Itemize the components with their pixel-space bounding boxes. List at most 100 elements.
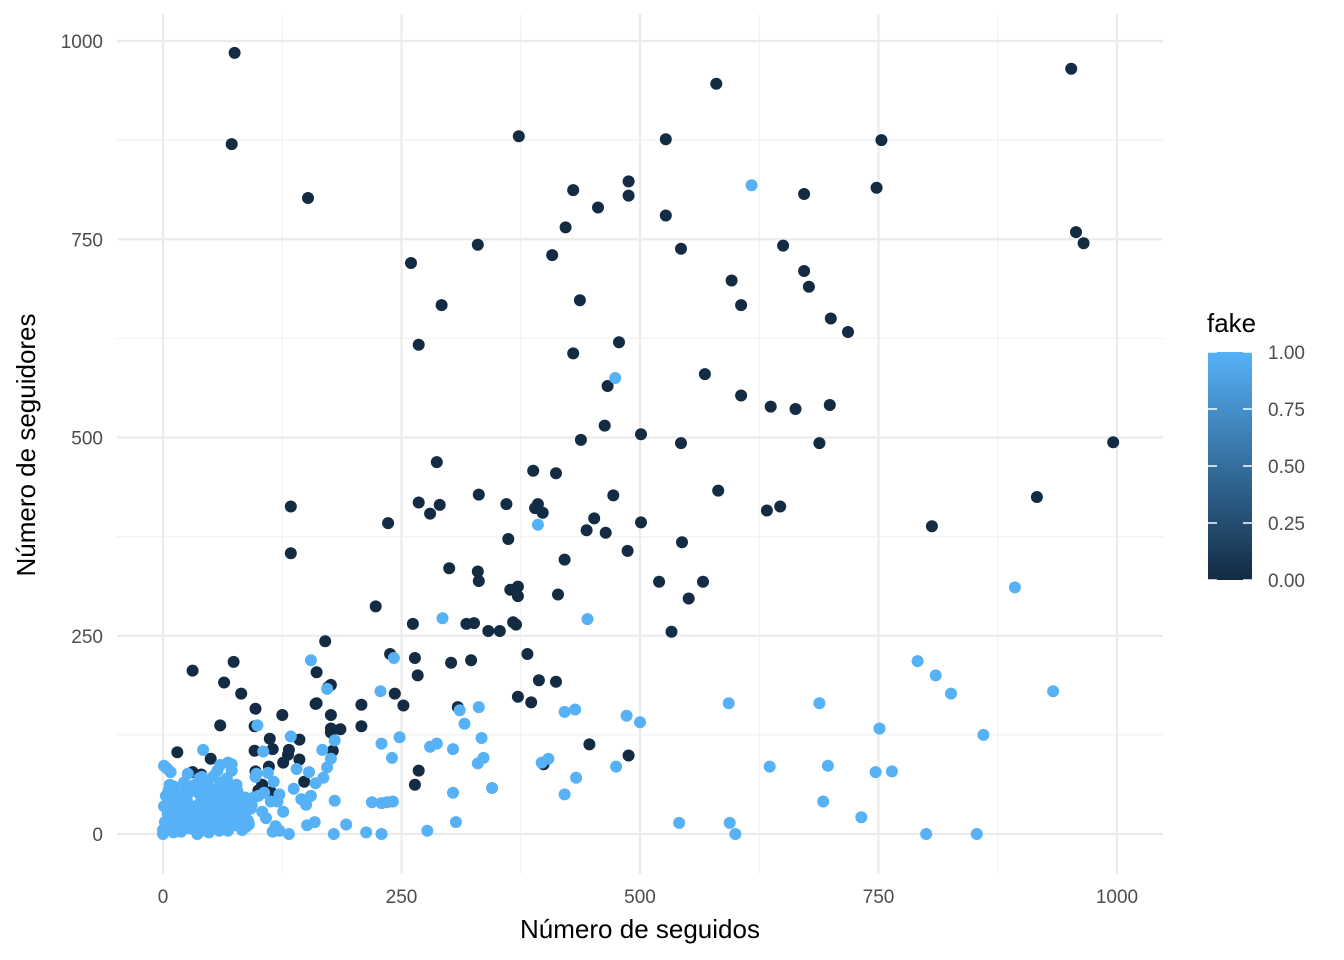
point-real bbox=[559, 221, 572, 234]
point-real bbox=[607, 489, 620, 502]
point-real bbox=[276, 709, 289, 721]
point-fake bbox=[421, 824, 434, 837]
point-fake bbox=[673, 816, 686, 829]
point-real bbox=[249, 702, 262, 715]
point-fake bbox=[256, 805, 269, 818]
point-fake bbox=[165, 822, 178, 835]
point-real bbox=[588, 512, 601, 525]
point-real bbox=[500, 498, 513, 511]
point-fake bbox=[374, 685, 387, 698]
point-real bbox=[798, 188, 811, 200]
y-tick-label: 0 bbox=[92, 825, 103, 846]
point-real bbox=[682, 592, 695, 605]
point-fake bbox=[722, 697, 735, 710]
x-tick-label: 1000 bbox=[1096, 887, 1138, 908]
point-real bbox=[465, 654, 478, 667]
point-real bbox=[355, 698, 368, 711]
y-tick-label: 500 bbox=[71, 429, 103, 450]
point-fake bbox=[977, 728, 990, 741]
point-fake bbox=[269, 820, 282, 833]
point-real bbox=[227, 655, 240, 668]
point-fake bbox=[535, 756, 548, 769]
point-real bbox=[186, 664, 199, 677]
point-fake bbox=[869, 766, 882, 779]
point-real bbox=[369, 600, 382, 613]
colorbar-ticks: 0.00 0.25 0.50 0.75 1.00 bbox=[1208, 343, 1305, 592]
point-fake bbox=[196, 770, 209, 783]
point-fake bbox=[309, 777, 322, 790]
y-axis-title: Número de seguidores bbox=[11, 313, 41, 576]
point-fake bbox=[237, 801, 250, 814]
point-real bbox=[760, 504, 773, 517]
point-real bbox=[621, 544, 634, 557]
point-fake bbox=[424, 740, 437, 753]
point-fake bbox=[250, 767, 263, 780]
point-real bbox=[324, 709, 337, 721]
point-fake bbox=[211, 764, 224, 777]
point-fake bbox=[873, 722, 886, 735]
point-real bbox=[397, 699, 410, 712]
point-real bbox=[405, 257, 417, 269]
point-real bbox=[309, 697, 322, 710]
point-fake bbox=[471, 757, 484, 770]
point-fake bbox=[327, 828, 340, 840]
point-fake bbox=[558, 788, 571, 801]
point-real bbox=[710, 77, 723, 90]
point-real bbox=[225, 138, 238, 151]
point-fake bbox=[182, 805, 195, 817]
point-real bbox=[601, 380, 614, 392]
point-real bbox=[525, 696, 538, 709]
point-real bbox=[511, 590, 524, 603]
point-fake bbox=[188, 778, 201, 791]
point-fake bbox=[855, 811, 868, 824]
x-tick-label: 500 bbox=[624, 887, 656, 908]
point-real bbox=[598, 419, 611, 432]
point-fake bbox=[295, 793, 308, 806]
point-fake bbox=[258, 786, 271, 799]
point-real bbox=[430, 456, 443, 469]
point-fake bbox=[945, 687, 957, 700]
point-fake bbox=[220, 822, 233, 835]
point-real bbox=[599, 526, 612, 539]
point-real bbox=[408, 652, 421, 664]
point-fake bbox=[287, 782, 300, 795]
point-real bbox=[529, 502, 542, 515]
point-real bbox=[412, 496, 425, 509]
point-real bbox=[824, 312, 837, 325]
point-real bbox=[228, 46, 241, 59]
point-real bbox=[870, 181, 883, 194]
colorbar-tick-label: 0.25 bbox=[1268, 514, 1305, 535]
point-real bbox=[235, 687, 248, 700]
point-fake bbox=[375, 828, 388, 840]
x-axis-title: Número de seguidos bbox=[520, 914, 760, 944]
point-fake bbox=[1047, 685, 1060, 698]
y-axis-ticks: 0 250 500 750 1000 bbox=[61, 32, 103, 846]
point-real bbox=[334, 723, 347, 736]
point-fake bbox=[162, 790, 175, 803]
point-fake bbox=[267, 775, 280, 788]
point-fake bbox=[158, 800, 170, 813]
point-real bbox=[802, 280, 815, 293]
point-fake bbox=[321, 682, 334, 695]
point-fake bbox=[284, 730, 297, 743]
point-real bbox=[573, 294, 586, 307]
point-real bbox=[567, 347, 580, 360]
point-fake bbox=[763, 760, 776, 773]
point-real bbox=[171, 746, 184, 759]
point-fake bbox=[569, 703, 582, 716]
point-real bbox=[310, 666, 323, 679]
point-fake bbox=[197, 743, 210, 756]
point-fake bbox=[929, 669, 942, 682]
point-real bbox=[613, 336, 625, 349]
point-fake bbox=[277, 805, 290, 818]
point-fake bbox=[340, 818, 353, 831]
point-real bbox=[511, 690, 524, 703]
point-fake bbox=[257, 745, 270, 758]
point-real bbox=[653, 575, 666, 588]
point-fake bbox=[1008, 581, 1021, 594]
point-real bbox=[676, 536, 688, 549]
point-real bbox=[1070, 226, 1082, 239]
point-fake bbox=[360, 826, 373, 839]
point-real bbox=[550, 467, 562, 480]
point-real bbox=[675, 437, 687, 450]
